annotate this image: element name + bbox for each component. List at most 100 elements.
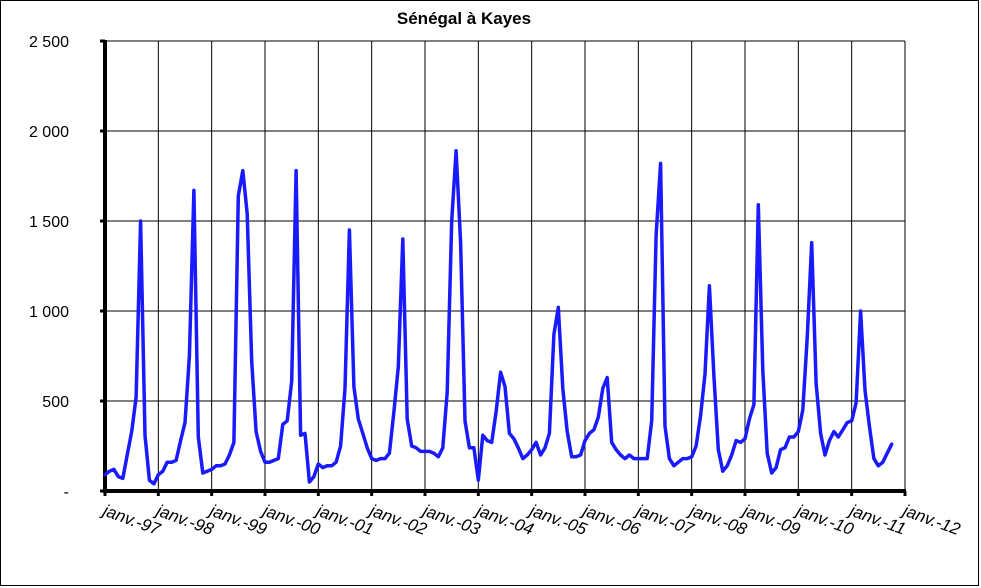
data-point bbox=[633, 457, 635, 460]
data-point bbox=[886, 452, 888, 455]
data-point bbox=[277, 457, 280, 460]
data-point bbox=[762, 369, 764, 372]
data-point bbox=[668, 457, 671, 460]
data-point bbox=[717, 448, 720, 451]
data-point bbox=[286, 420, 289, 422]
chart-title: Sénégal à Kayes bbox=[397, 9, 531, 28]
data-point bbox=[588, 432, 591, 435]
data-point bbox=[113, 468, 115, 471]
data-point bbox=[850, 420, 853, 422]
data-point bbox=[353, 385, 355, 388]
data-point bbox=[299, 434, 302, 437]
data-point bbox=[637, 457, 640, 460]
data-point bbox=[330, 465, 333, 467]
data-point bbox=[410, 445, 413, 447]
data-point bbox=[326, 465, 329, 467]
data-point bbox=[246, 213, 248, 215]
data-point bbox=[535, 441, 537, 444]
data-point bbox=[393, 411, 395, 413]
data-point bbox=[237, 195, 240, 197]
data-point bbox=[859, 310, 862, 312]
data-point bbox=[428, 450, 431, 453]
data-point bbox=[206, 470, 208, 473]
data-point bbox=[726, 465, 728, 467]
data-point bbox=[655, 234, 657, 237]
data-point bbox=[677, 461, 680, 464]
data-point bbox=[597, 416, 600, 419]
y-tick-label: 2 000 bbox=[29, 124, 69, 141]
data-point bbox=[797, 430, 800, 433]
data-point bbox=[335, 461, 337, 464]
data-point bbox=[419, 450, 422, 453]
data-point bbox=[357, 418, 360, 420]
data-point bbox=[593, 429, 595, 431]
data-point bbox=[295, 169, 297, 172]
data-point bbox=[148, 479, 151, 482]
data-point bbox=[686, 457, 688, 460]
data-point bbox=[442, 447, 444, 449]
data-point bbox=[486, 439, 489, 442]
data-point bbox=[242, 169, 244, 172]
data-point bbox=[553, 333, 555, 336]
data-point bbox=[433, 452, 435, 455]
data-point bbox=[415, 447, 417, 449]
data-point bbox=[806, 337, 808, 339]
data-point bbox=[153, 483, 155, 485]
data-point bbox=[384, 457, 386, 460]
data-point bbox=[450, 220, 453, 222]
data-point bbox=[828, 439, 831, 442]
data-point bbox=[317, 463, 320, 465]
data-point bbox=[504, 385, 506, 388]
data-point bbox=[650, 420, 653, 422]
data-point bbox=[615, 448, 617, 451]
data-point bbox=[819, 432, 822, 435]
data-point bbox=[770, 472, 773, 474]
data-point bbox=[757, 204, 760, 206]
data-point bbox=[837, 436, 840, 438]
data-point bbox=[370, 457, 373, 460]
x-tick-label: janv.-08 bbox=[685, 500, 750, 539]
data-point bbox=[397, 366, 400, 368]
data-point bbox=[748, 418, 751, 420]
data-point bbox=[704, 373, 706, 375]
data-point bbox=[179, 439, 182, 442]
data-point bbox=[175, 459, 177, 462]
data-point bbox=[166, 461, 168, 464]
data-point bbox=[268, 461, 271, 464]
data-point bbox=[468, 447, 471, 449]
data-point bbox=[877, 465, 880, 467]
data-point bbox=[522, 457, 524, 460]
data-point bbox=[735, 439, 737, 442]
data-point bbox=[162, 470, 164, 473]
data-point bbox=[539, 454, 542, 456]
x-tick-label: janv.-10 bbox=[792, 500, 857, 539]
data-point bbox=[255, 430, 257, 433]
data-point bbox=[424, 450, 426, 453]
data-point bbox=[557, 306, 560, 309]
data-point bbox=[455, 150, 457, 152]
data-point bbox=[104, 474, 106, 476]
data-point bbox=[402, 238, 404, 240]
data-point bbox=[139, 220, 142, 222]
data-point bbox=[264, 461, 266, 464]
data-point bbox=[890, 443, 893, 446]
data-point bbox=[197, 436, 200, 438]
data-point bbox=[815, 382, 817, 384]
data-point bbox=[673, 465, 675, 467]
data-point bbox=[210, 468, 213, 471]
data-point bbox=[793, 436, 795, 438]
data-point bbox=[562, 387, 564, 390]
data-point bbox=[842, 429, 844, 431]
data-point bbox=[130, 430, 133, 433]
data-point bbox=[517, 447, 520, 449]
data-point bbox=[126, 454, 128, 456]
data-point bbox=[602, 387, 604, 390]
data-point bbox=[170, 461, 173, 464]
data-point bbox=[753, 403, 755, 406]
data-point bbox=[228, 454, 231, 456]
data-point bbox=[308, 481, 311, 483]
data-point bbox=[388, 452, 391, 455]
data-point bbox=[482, 434, 484, 437]
data-point bbox=[868, 425, 871, 428]
